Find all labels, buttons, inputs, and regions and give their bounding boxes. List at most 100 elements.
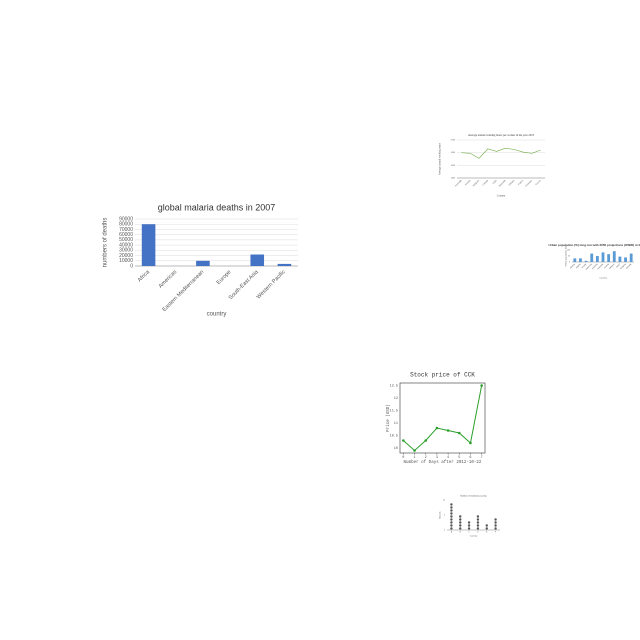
dot bbox=[450, 515, 453, 518]
chart-title: Urban population (%) long-run with 2050 … bbox=[548, 243, 640, 247]
bar bbox=[584, 260, 588, 262]
y-tick-label: 30000 bbox=[119, 248, 133, 254]
x-tick-label: Australia bbox=[454, 179, 463, 188]
x-tick-label: Belgium bbox=[609, 263, 616, 270]
x-tick-label: Armenia bbox=[591, 262, 599, 270]
y-tick-label: 0 bbox=[130, 263, 133, 269]
dot-column bbox=[467, 521, 471, 530]
x-tick-label: Argentina bbox=[585, 262, 594, 271]
x-tick-label: D bbox=[477, 531, 479, 533]
x-tick-label: 1 bbox=[413, 456, 415, 460]
x-tick-label: 6 bbox=[469, 456, 471, 460]
dot bbox=[450, 506, 453, 509]
chart: Stock price of CCK Number of Days after 2… bbox=[386, 372, 486, 465]
y-tick-label: 11 bbox=[394, 422, 398, 426]
chart: global malaria deaths in 2007 country numb… bbox=[103, 202, 298, 318]
dot bbox=[459, 524, 462, 527]
dot-column bbox=[476, 515, 480, 530]
y-tick-label: 10000 bbox=[119, 258, 133, 264]
x-tick-label: 4 bbox=[447, 456, 449, 460]
y-tick-label: 0 bbox=[444, 529, 445, 531]
chart: Number of medals by country Country Medals… bbox=[440, 495, 500, 538]
x-tick-label: Americas bbox=[158, 269, 179, 290]
dot-column bbox=[450, 503, 453, 530]
dot bbox=[467, 527, 471, 530]
x-axis-label: Number of Days after 2012-10-22 bbox=[404, 460, 482, 465]
bar bbox=[624, 257, 627, 262]
x-tick-label: Australia bbox=[597, 262, 605, 270]
chart-title: Stock price of CCK bbox=[410, 372, 475, 379]
dot bbox=[450, 524, 453, 527]
y-tick-label: 1400 bbox=[451, 178, 456, 180]
y-tick-label: 11.5 bbox=[390, 409, 398, 413]
bar bbox=[573, 258, 577, 262]
x-tick-label: Canada bbox=[626, 263, 633, 270]
marker bbox=[424, 439, 428, 442]
dot bbox=[450, 518, 453, 521]
marker bbox=[457, 431, 461, 435]
marker bbox=[446, 429, 450, 432]
marker bbox=[435, 426, 439, 430]
x-tick-label: Finland bbox=[508, 179, 516, 187]
y-tick-label: 5 bbox=[444, 514, 445, 516]
x-tick-label: Austria bbox=[603, 262, 610, 269]
chart-title: Average annual working hours per worker … bbox=[468, 134, 535, 137]
dot bbox=[485, 527, 488, 530]
bar bbox=[618, 256, 622, 262]
x-tick-label: Brazil bbox=[616, 263, 621, 268]
y-tick-label: 10 bbox=[394, 447, 398, 451]
x-tick-label: Africa bbox=[137, 269, 152, 284]
dot bbox=[494, 518, 497, 521]
bar bbox=[277, 263, 292, 266]
x-tick-label: Austria bbox=[464, 179, 472, 187]
x-tick-label: A bbox=[451, 530, 453, 533]
x-tick-label: 7 bbox=[481, 456, 483, 460]
y-tick-label: 12 bbox=[394, 397, 398, 401]
dot bbox=[485, 524, 488, 527]
marker bbox=[402, 439, 405, 442]
marker bbox=[480, 384, 483, 387]
y-axis-label: Price (USD) bbox=[386, 404, 391, 432]
x-tick-label: Western Pacific bbox=[256, 269, 287, 300]
chart: Average annual working hours per worker … bbox=[439, 134, 545, 198]
x-tick-label: B bbox=[460, 531, 462, 533]
y-tick-label: 12.5 bbox=[390, 384, 398, 388]
y-tick-label: 1800 bbox=[451, 152, 456, 154]
x-tick-label: 5 bbox=[458, 456, 460, 460]
y-tick-label: 2000 bbox=[451, 140, 456, 142]
y-tick-label: 10 bbox=[443, 499, 445, 501]
dot bbox=[450, 509, 453, 512]
y-axis-label: numbers of deaths bbox=[103, 218, 109, 268]
x-tick-label: Bulgaria bbox=[620, 263, 627, 270]
y-axis-label: Medals bbox=[440, 512, 442, 519]
dot bbox=[450, 527, 453, 530]
x-axis-label: Country bbox=[599, 277, 607, 280]
bar bbox=[141, 224, 156, 266]
y-tick-label: 100 bbox=[567, 249, 570, 251]
dot-column bbox=[459, 515, 462, 530]
y-tick-label: 0 bbox=[569, 261, 570, 263]
dot bbox=[476, 521, 480, 524]
dot bbox=[450, 512, 453, 515]
x-tick-label: E bbox=[486, 531, 488, 533]
bar bbox=[579, 258, 582, 262]
y-tick-label: 70000 bbox=[119, 227, 133, 233]
x-tick-label: Angola bbox=[581, 262, 588, 269]
dot bbox=[459, 527, 462, 530]
y-tick-label: 20000 bbox=[119, 253, 133, 259]
x-axis-label: Country bbox=[470, 535, 478, 538]
dot bbox=[467, 524, 471, 527]
marker bbox=[469, 441, 472, 445]
x-tick-label: 2 bbox=[425, 456, 427, 460]
x-tick-label: Algeria bbox=[575, 262, 582, 269]
bar bbox=[590, 253, 594, 262]
x-tick-label: 3 bbox=[436, 456, 438, 460]
x-tick-label: Europe bbox=[216, 269, 233, 286]
dot bbox=[450, 521, 453, 524]
x-tick-label: F bbox=[495, 531, 497, 533]
dot bbox=[459, 515, 462, 518]
x-tick-label: Chile bbox=[492, 179, 498, 185]
dot bbox=[494, 521, 497, 524]
line bbox=[461, 147, 541, 159]
